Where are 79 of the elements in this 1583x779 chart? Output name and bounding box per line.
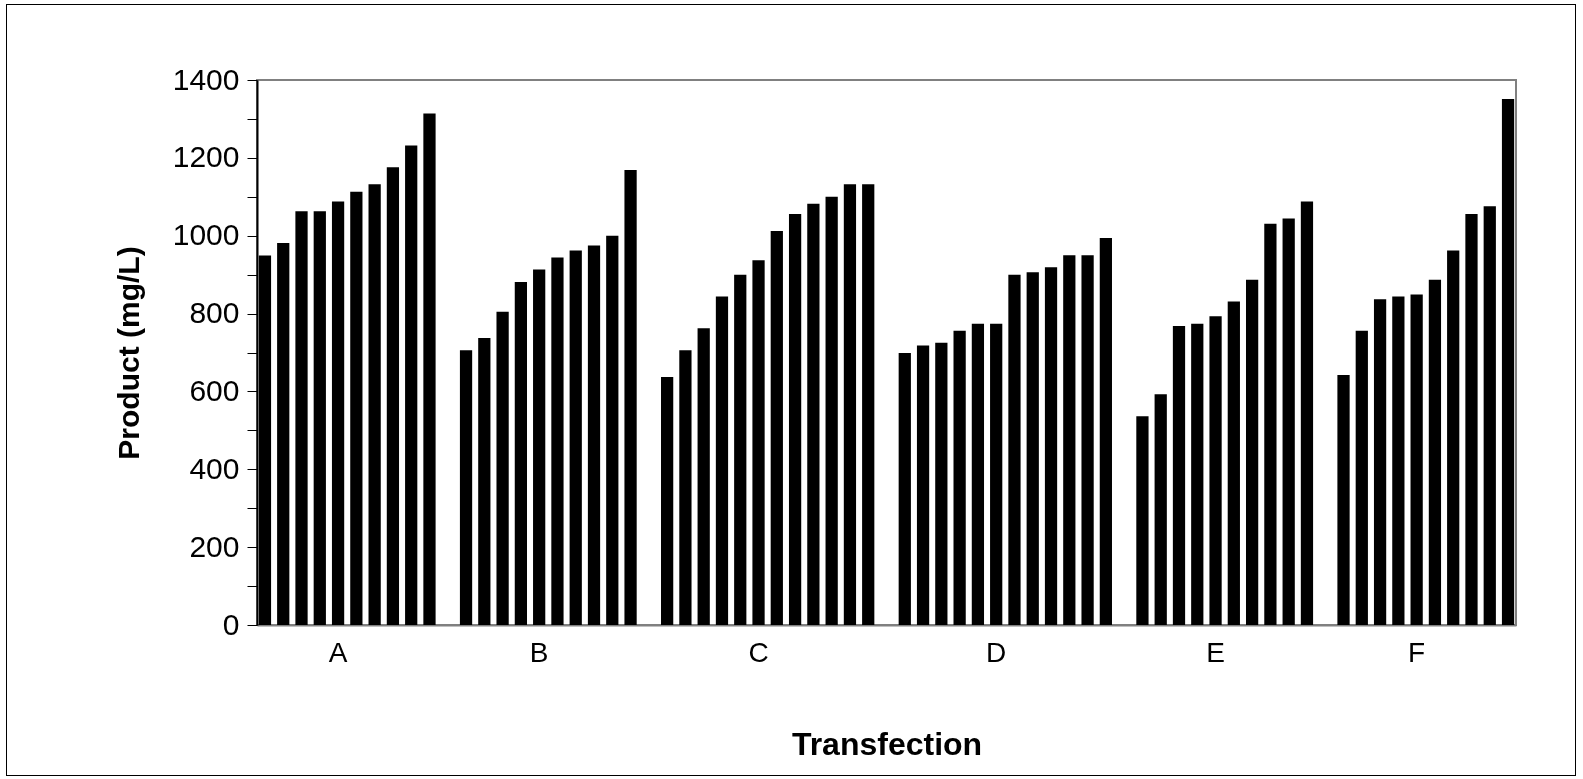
- bar: [1465, 213, 1478, 625]
- bar: [843, 184, 857, 625]
- bar: [606, 235, 619, 625]
- bar: [1282, 218, 1295, 625]
- bar: [277, 243, 290, 625]
- bar: [953, 330, 966, 625]
- bar: [1300, 201, 1314, 625]
- bar: [624, 169, 637, 625]
- bar: [935, 342, 948, 625]
- bar: [350, 191, 363, 625]
- bar: [295, 211, 308, 625]
- y-axis-title: Product (mg/L): [111, 246, 145, 460]
- bar: [1099, 238, 1112, 625]
- bar: [1392, 296, 1405, 625]
- bar: [1154, 394, 1167, 625]
- bar: [715, 296, 729, 625]
- bar: [1136, 416, 1149, 625]
- bar: [661, 377, 674, 625]
- bar: [971, 323, 985, 625]
- x-tick-label: E: [1206, 636, 1225, 668]
- bar: [807, 203, 820, 625]
- bar: [1063, 255, 1076, 625]
- bar: [752, 260, 765, 625]
- bar: [1026, 272, 1039, 625]
- bar: [1172, 326, 1186, 625]
- bar: [1227, 301, 1240, 625]
- bar: [496, 311, 509, 625]
- bar: [1355, 330, 1368, 625]
- bar: [916, 345, 930, 625]
- bar: [514, 282, 528, 625]
- y-tick-label: 400: [189, 451, 240, 485]
- bar: [587, 245, 601, 625]
- y-tick-label: 1400: [172, 62, 240, 96]
- y-tick-label: 1200: [172, 140, 240, 174]
- bar: [1008, 274, 1021, 625]
- bar: [1410, 294, 1423, 625]
- bar: [313, 211, 326, 625]
- x-tick-label: F: [1408, 636, 1426, 668]
- bar: [1245, 279, 1259, 625]
- bar: [551, 257, 564, 625]
- bar: [478, 338, 491, 625]
- bar: [423, 113, 436, 625]
- bar: [1501, 99, 1515, 625]
- bar: [1373, 299, 1387, 625]
- bar: [331, 201, 345, 625]
- x-tick-label: B: [529, 636, 549, 668]
- bar: [459, 350, 473, 625]
- bar: [825, 196, 838, 625]
- bar: [1191, 323, 1204, 625]
- bar: [569, 250, 582, 625]
- bar: [1044, 267, 1058, 625]
- bar: [1209, 316, 1222, 625]
- bar: [734, 274, 747, 625]
- bar: [1337, 375, 1350, 625]
- y-tick-label: 800: [189, 296, 240, 330]
- y-tick-label: 600: [189, 373, 240, 407]
- bar: [788, 213, 802, 625]
- x-axis-title: Transfection: [791, 725, 983, 762]
- bar: [386, 167, 400, 625]
- bar: [990, 323, 1003, 625]
- y-tick-label: 1000: [172, 218, 240, 252]
- bar: [862, 184, 875, 625]
- x-tick-label: C: [748, 636, 769, 668]
- bar: [533, 269, 546, 625]
- bar: [770, 231, 783, 625]
- y-tick-label: 0: [222, 607, 240, 641]
- bar: [368, 184, 381, 625]
- bar: [405, 145, 418, 625]
- bar: [1428, 279, 1442, 625]
- bar: [679, 350, 692, 625]
- y-tick-label: 200: [189, 529, 240, 563]
- x-tick-label: A: [328, 636, 348, 668]
- bar: [898, 352, 911, 625]
- bar: [1081, 255, 1094, 625]
- bar: [697, 328, 710, 625]
- bar: [1483, 206, 1496, 625]
- x-tick-label: D: [986, 636, 1007, 668]
- bar: [1447, 250, 1460, 625]
- bar: [1264, 223, 1277, 625]
